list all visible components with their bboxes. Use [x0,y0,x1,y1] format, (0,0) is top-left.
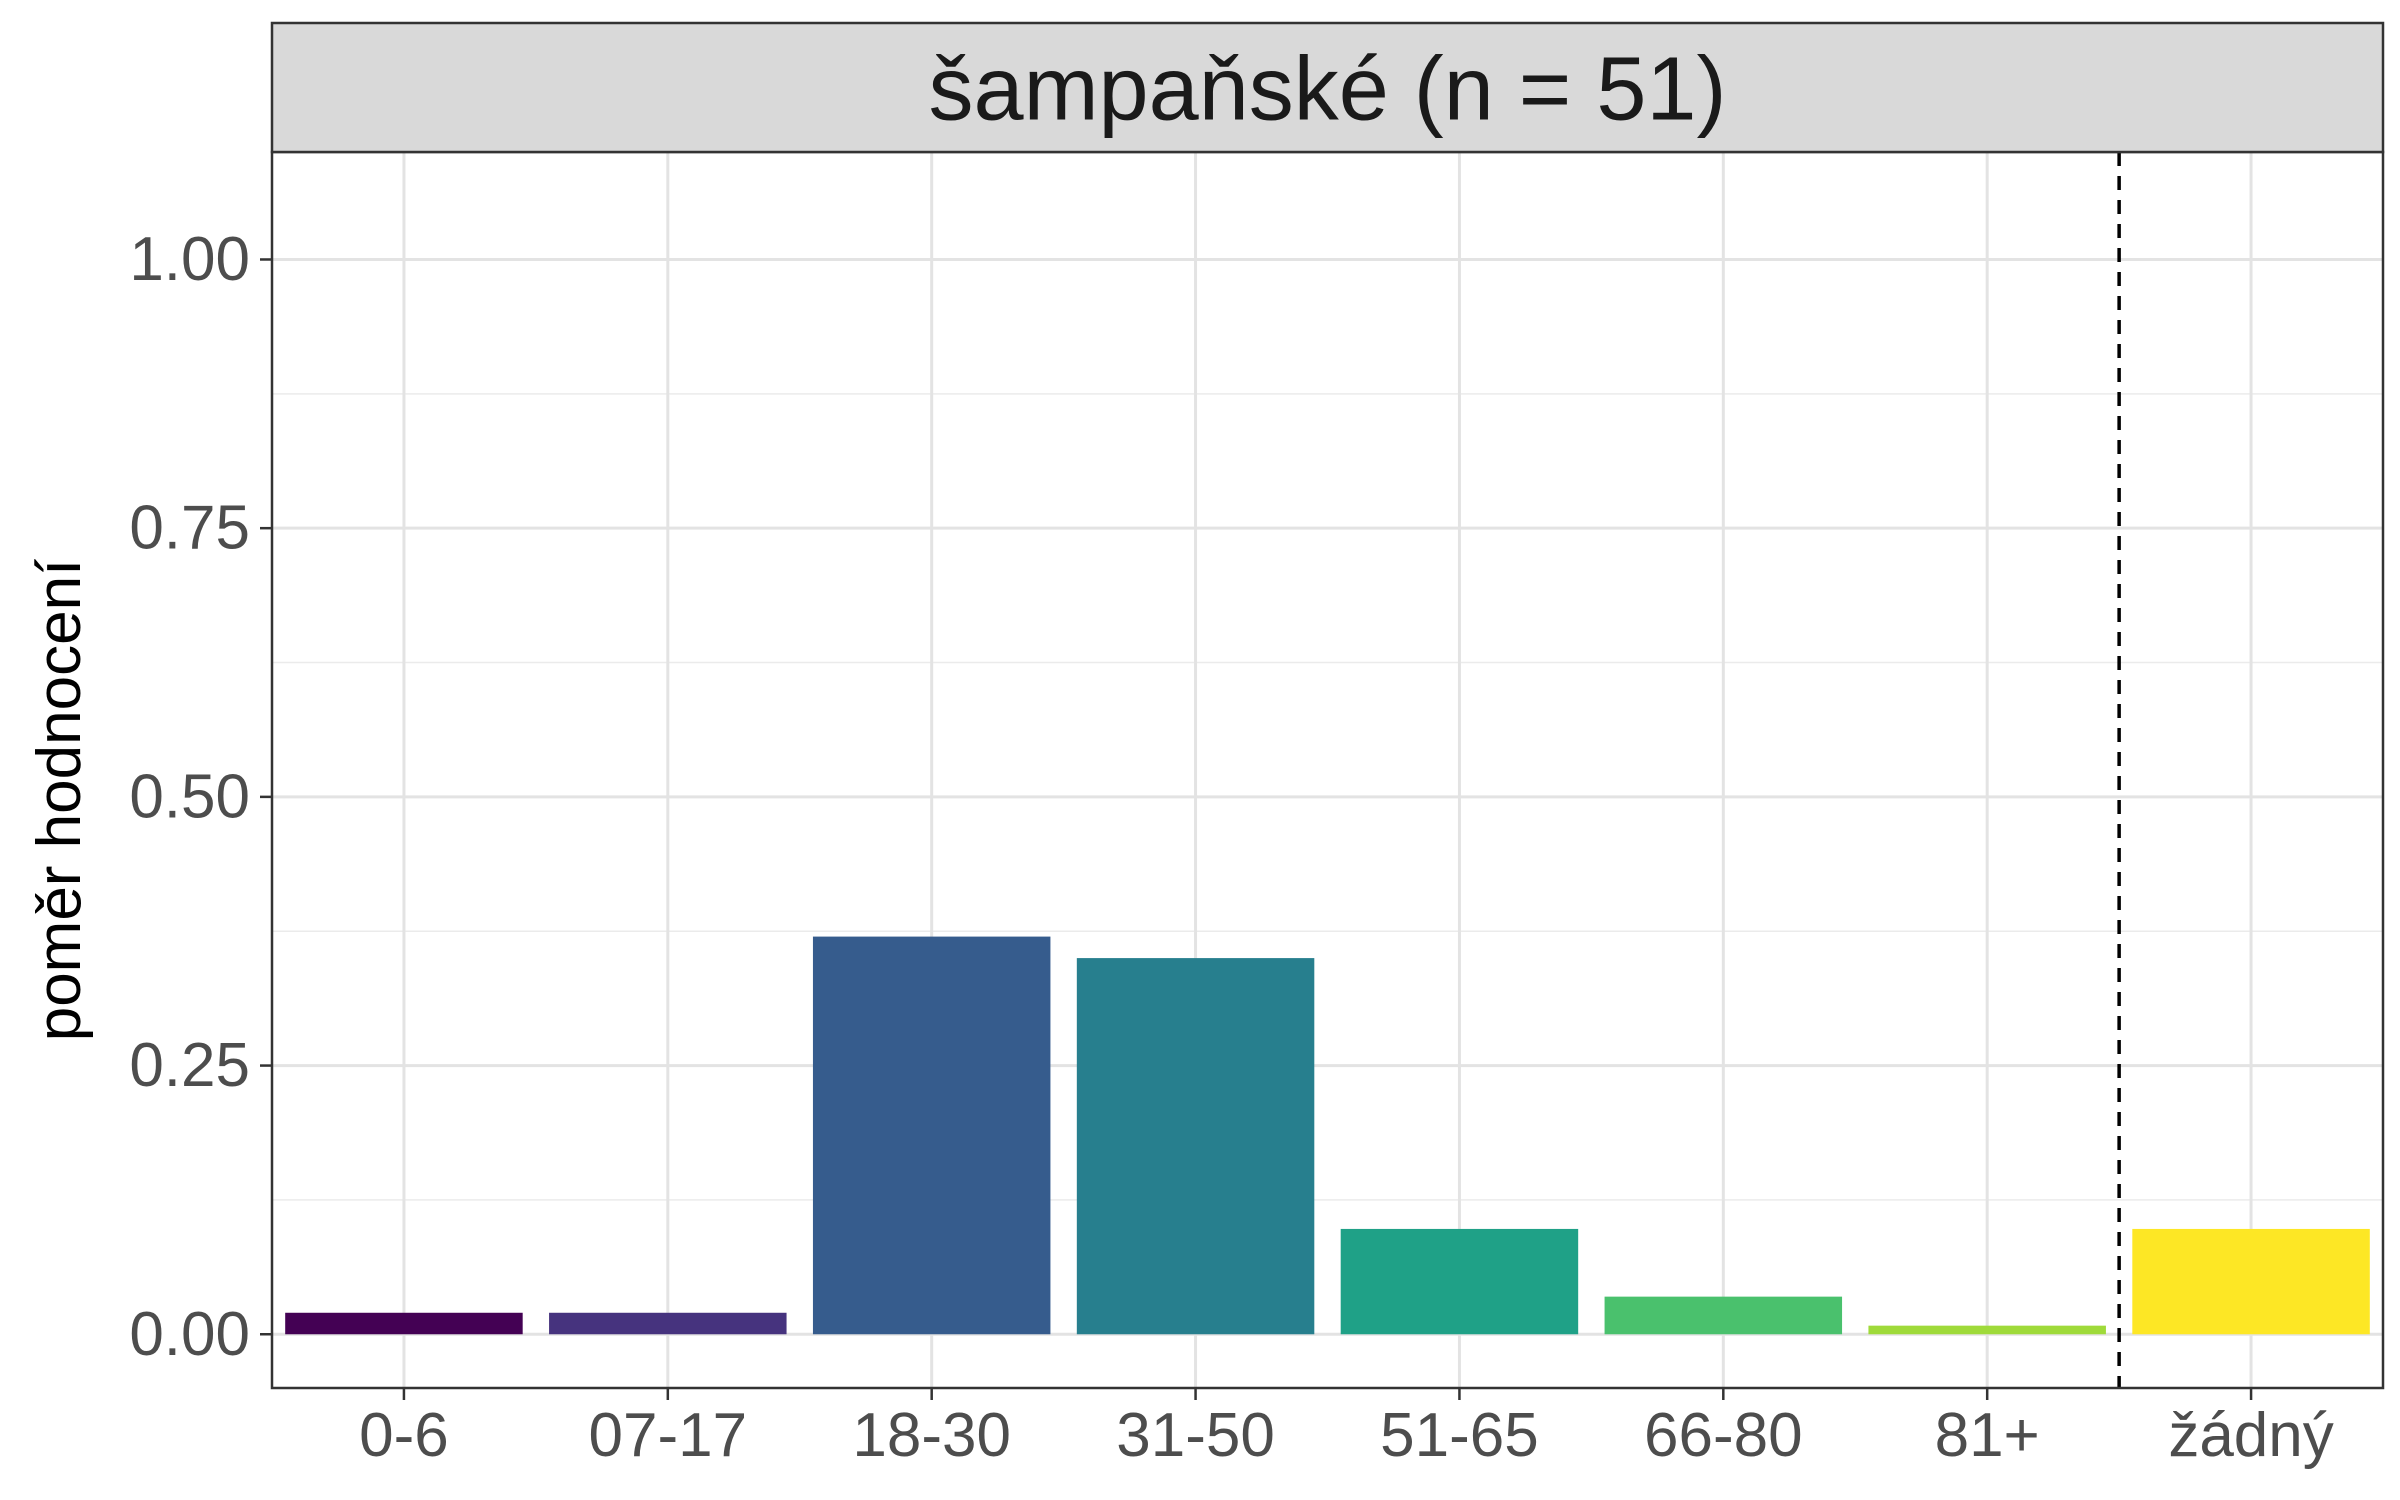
chart-title: šampaňské (n = 51) [929,40,1727,140]
x-tick-label: 18-30 [852,1401,1011,1470]
y-tick-label: 0.00 [129,1300,250,1369]
bar-31-50 [1076,958,1315,1335]
bar-18-30 [812,936,1051,1335]
panel-border [270,150,2385,1390]
grid-layer [272,152,2383,1388]
y-tick-label: 0.25 [129,1031,250,1100]
bar-žádný [2132,1228,2370,1335]
y-tick-label: 0.50 [129,762,250,831]
bar-81+ [1868,1325,2106,1335]
x-tick-label: 31-50 [1116,1401,1275,1470]
y-tick-label: 0.75 [129,494,250,563]
x-tick-label: žádný [2168,1401,2333,1470]
bar-07-17 [549,1312,787,1335]
y-axis-title: poměr hodnocení [25,559,94,1042]
bars-layer [285,936,2370,1335]
y-tick-label: 1.00 [129,225,250,294]
bar-0-6 [285,1312,523,1335]
x-axis: 0-6 07-17 18-30 31-50 51-65 66-80 81+ žádný [359,1388,2334,1470]
bar-66-80 [1604,1296,1843,1335]
y-axis: 0.00 0.25 0.50 0.75 1.00 [129,225,272,1369]
x-tick-label: 81+ [1935,1401,2040,1470]
facet-strip: šampaňské (n = 51) [270,21,2385,154]
bar-51-65 [1340,1228,1579,1335]
x-tick-label: 66-80 [1644,1401,1803,1470]
x-tick-label: 51-65 [1380,1401,1539,1470]
x-tick-label: 0-6 [359,1401,449,1470]
x-tick-label: 07-17 [589,1401,748,1470]
facet-strip-background [270,21,2385,154]
